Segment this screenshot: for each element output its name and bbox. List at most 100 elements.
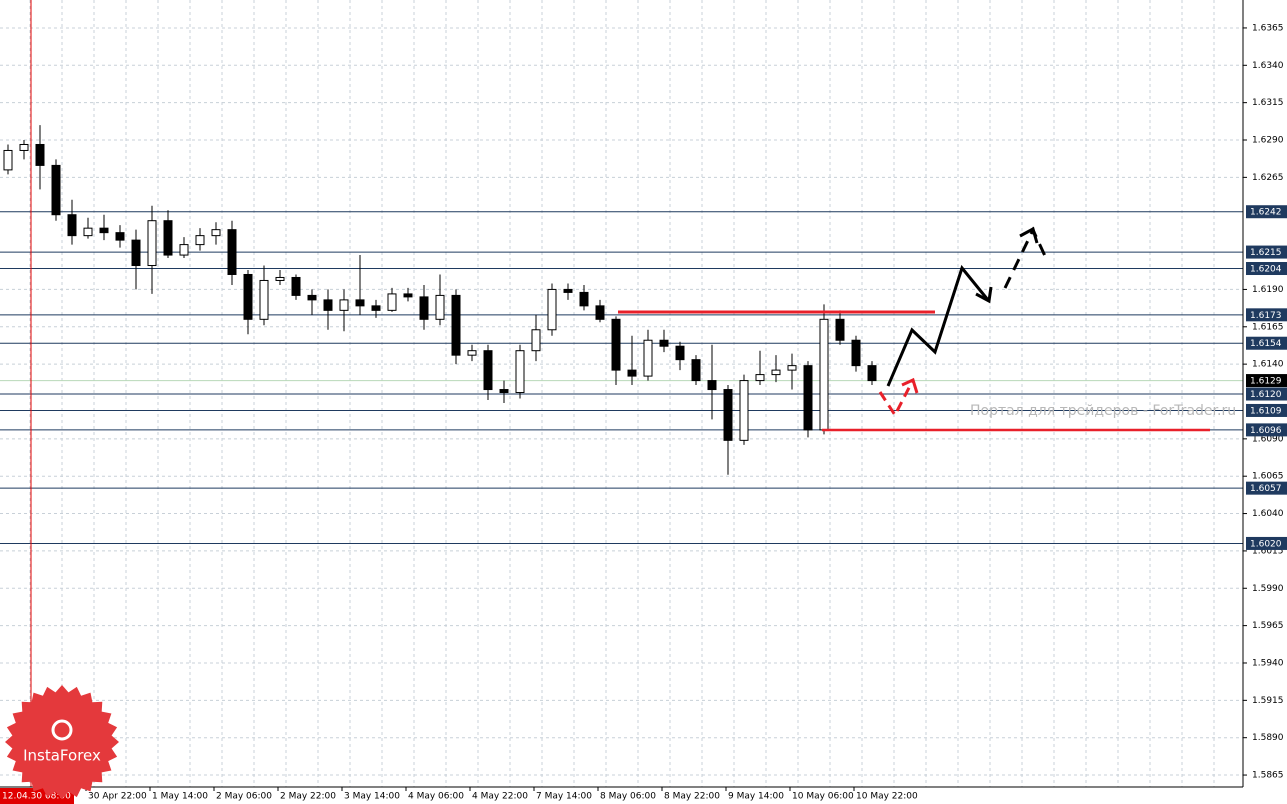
candles (3, 125, 877, 475)
level-label-box (1246, 481, 1287, 495)
logo: InstaForex (5, 685, 119, 799)
x-tick-label: 1 May 14:00 (152, 792, 208, 802)
candle-body (707, 380, 717, 391)
level-label: 1.6173 (1250, 311, 1282, 321)
candle-body (83, 227, 93, 237)
axis-labels: 1.6365 1.6340 1.6315 1.6290 1.6265 1.6190 1.61… (85, 23, 1287, 802)
cursor-time-box (0, 788, 74, 804)
y-tick-label: 1.6315 (1252, 98, 1284, 108)
y-axis-panel (1243, 0, 1287, 804)
candle-body (131, 239, 141, 267)
y-tick-label: 1.6190 (1252, 285, 1284, 295)
candle-body (227, 229, 237, 275)
candle-body (851, 339, 861, 367)
candle-body (163, 220, 173, 256)
candle-body (451, 294, 461, 356)
logo-badge (5, 685, 119, 799)
candle-body (339, 299, 349, 311)
level-label-box (1246, 423, 1287, 437)
watermark: Портал для трейдеров - ForTrader.ru (970, 403, 1236, 419)
candle-body (739, 380, 749, 441)
candle-body (691, 359, 701, 382)
candle-body (579, 291, 589, 307)
y-tick-label: 1.6065 (1252, 472, 1284, 482)
level-label-box (1246, 262, 1287, 276)
y-tick-label: 1.5940 (1252, 658, 1284, 668)
candle-body (35, 143, 45, 166)
candle-body (291, 276, 301, 296)
candle-body (419, 296, 429, 320)
x-tick-label: 10 May 22:00 (856, 792, 918, 802)
y-tick-label: 1.6140 (1252, 360, 1284, 370)
candle-body (659, 339, 669, 347)
candle-body (563, 288, 573, 293)
candle-body (787, 365, 797, 371)
y-tick-label: 1.6165 (1252, 322, 1284, 332)
candle-body (3, 149, 13, 171)
y-tick-label: 1.6290 (1252, 136, 1284, 146)
level-label: 1.6154 (1250, 339, 1282, 349)
last-price-box (1246, 374, 1287, 388)
levels (0, 211, 1243, 544)
candle-body (99, 227, 109, 234)
y-tick-label: 1.5990 (1252, 584, 1284, 594)
level-label-box (1246, 387, 1287, 401)
y-tick-label: 1.6040 (1252, 509, 1284, 519)
level-label: 1.6096 (1250, 426, 1282, 436)
level-label-box (1246, 536, 1287, 550)
forecast-arrowhead-dashed (1019, 226, 1039, 244)
candle-body (723, 389, 733, 441)
candle-body (147, 220, 157, 267)
y-tick-label: 1.6265 (1252, 173, 1284, 183)
candle-body (259, 279, 269, 320)
level-label-box (1246, 245, 1287, 259)
candle-body (195, 235, 205, 246)
cursor-time: 12.04.30 08:00 (2, 792, 71, 802)
candle-body (483, 350, 493, 391)
candle-body (547, 288, 557, 331)
level-label-box (1246, 336, 1287, 350)
level-label: 1.6204 (1250, 265, 1282, 275)
y-tick-label: 1.6365 (1252, 23, 1284, 33)
y-tick-label: 1.6015 (1252, 546, 1284, 556)
x-tick-label: 3 May 14:00 (344, 792, 400, 802)
candle-body (515, 350, 525, 394)
candle-body (403, 293, 413, 298)
candle-body (51, 164, 61, 216)
x-tick-label: 2 May 06:00 (216, 792, 272, 802)
x-tick-label: 9 May 14:00 (728, 792, 784, 802)
candle-body (499, 389, 509, 394)
logo-icon (51, 719, 73, 741)
x-tick-label: 8 May 06:00 (600, 792, 656, 802)
candle-body (835, 318, 845, 341)
candle-body (819, 318, 829, 431)
level-label: 1.6020 (1250, 539, 1282, 549)
level-label: 1.6242 (1250, 208, 1282, 218)
logo-text: InstaForex (23, 747, 101, 765)
y-tick-label: 1.6340 (1252, 61, 1284, 71)
candle-body (803, 365, 813, 431)
x-tick-label: 10 May 06:00 (792, 792, 854, 802)
candle-body (179, 244, 189, 256)
level-label: 1.6215 (1250, 248, 1282, 258)
level-label-box (1246, 308, 1287, 322)
candle-body (435, 294, 445, 320)
y-tick-label: 1.6090 (1252, 434, 1284, 444)
y-tick-label: 1.5915 (1252, 696, 1284, 706)
candle-body (675, 345, 685, 361)
candle-body (867, 365, 877, 382)
candle-body (611, 318, 621, 371)
candle-body (595, 305, 605, 320)
candle-body (755, 374, 765, 382)
candle-body (19, 143, 29, 151)
grid (0, 0, 1243, 787)
candle-body (355, 299, 365, 307)
y-tick-label: 1.5890 (1252, 733, 1284, 743)
candle-body (307, 294, 317, 301)
x-tick-label: 4 May 06:00 (408, 792, 464, 802)
candle-body (275, 276, 285, 281)
level-label: 1.6120 (1250, 390, 1282, 400)
candle-body (387, 293, 397, 311)
